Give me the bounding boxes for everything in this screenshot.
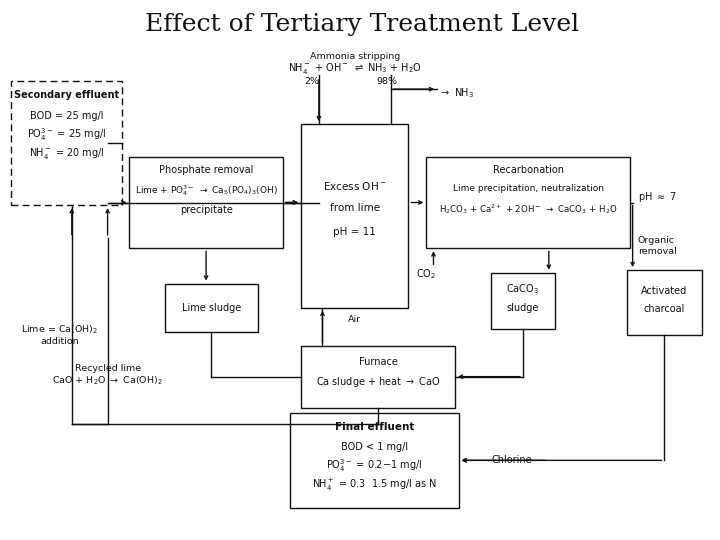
Text: Final effluent: Final effluent bbox=[335, 422, 414, 431]
Bar bbox=[129, 157, 283, 248]
Text: sludge: sludge bbox=[507, 303, 539, 313]
Text: from lime: from lime bbox=[330, 203, 379, 213]
Text: 98%: 98% bbox=[377, 77, 397, 85]
Text: Secondary effluent: Secondary effluent bbox=[14, 90, 119, 99]
Bar bbox=[290, 413, 459, 508]
Text: Lime + PO$_4^{3-}$ $\rightarrow$ Ca$_5$(PO$_4$)$_3$(OH): Lime + PO$_4^{3-}$ $\rightarrow$ Ca$_5$(… bbox=[135, 183, 277, 198]
Text: Effect of Tertiary Treatment Level: Effect of Tertiary Treatment Level bbox=[145, 14, 579, 37]
Text: Air: Air bbox=[348, 315, 361, 324]
Text: Lime = Ca(OH)$_2$: Lime = Ca(OH)$_2$ bbox=[21, 323, 98, 336]
Text: addition: addition bbox=[40, 338, 79, 346]
Text: pH = 11: pH = 11 bbox=[333, 227, 376, 237]
Bar bbox=[627, 270, 702, 335]
Text: Furnace: Furnace bbox=[359, 357, 397, 367]
Text: PO$_4^{3-}$ = 0.2$-$1 mg/l: PO$_4^{3-}$ = 0.2$-$1 mg/l bbox=[326, 457, 423, 475]
Text: PO$_4^{3-}$ = 25 mg/l: PO$_4^{3-}$ = 25 mg/l bbox=[27, 126, 106, 144]
Bar bbox=[426, 157, 631, 248]
Bar bbox=[301, 346, 455, 408]
Text: Activated: Activated bbox=[642, 286, 688, 295]
Text: Excess OH$^-$: Excess OH$^-$ bbox=[323, 180, 387, 192]
Text: H$_2$CO$_3$ + Ca$^{2+}$ + 2OH$^-$ $\rightarrow$ CaCO$_3$ + H$_2$O: H$_2$CO$_3$ + Ca$^{2+}$ + 2OH$^-$ $\righ… bbox=[439, 202, 618, 216]
Text: $\rightarrow$ NH$_3$: $\rightarrow$ NH$_3$ bbox=[438, 86, 474, 100]
Text: Organic: Organic bbox=[638, 237, 675, 245]
Bar bbox=[11, 81, 122, 205]
Text: 2%: 2% bbox=[305, 77, 319, 85]
Text: Phosphate removal: Phosphate removal bbox=[159, 165, 253, 175]
Text: NH$_4^+$ = 0.3  1.5 mg/l as N: NH$_4^+$ = 0.3 1.5 mg/l as N bbox=[312, 477, 437, 493]
Text: Recarbonation: Recarbonation bbox=[493, 165, 564, 175]
Text: Lime sludge: Lime sludge bbox=[182, 303, 241, 313]
Bar bbox=[301, 124, 408, 308]
Text: Chlorine: Chlorine bbox=[492, 455, 533, 465]
Text: Lime precipitation, neutralization: Lime precipitation, neutralization bbox=[453, 185, 604, 193]
Text: Ammonia stripping: Ammonia stripping bbox=[310, 52, 400, 61]
Text: CaO + H$_2$O $\rightarrow$ Ca(OH)$_2$: CaO + H$_2$O $\rightarrow$ Ca(OH)$_2$ bbox=[52, 374, 163, 387]
Text: removal: removal bbox=[638, 247, 676, 256]
Text: Recycled lime: Recycled lime bbox=[75, 364, 140, 373]
Text: Ca sludge + heat $\rightarrow$ CaO: Ca sludge + heat $\rightarrow$ CaO bbox=[315, 375, 441, 389]
Text: precipitate: precipitate bbox=[180, 205, 233, 214]
Text: BOD < 1 mg/l: BOD < 1 mg/l bbox=[341, 442, 408, 452]
Bar bbox=[491, 273, 555, 329]
Text: charcoal: charcoal bbox=[644, 305, 685, 314]
Text: CaCO$_3$: CaCO$_3$ bbox=[506, 282, 539, 296]
Text: NH$_4^-$ = 20 mg/l: NH$_4^-$ = 20 mg/l bbox=[29, 146, 104, 161]
Bar bbox=[165, 284, 258, 332]
Text: NH$_4^-$ + OH$^-$ $\rightleftharpoons$ NH$_3$ + H$_2$O: NH$_4^-$ + OH$^-$ $\rightleftharpoons$ N… bbox=[288, 61, 422, 76]
Text: BOD = 25 mg/l: BOD = 25 mg/l bbox=[30, 111, 103, 121]
Text: pH $\approx$ 7: pH $\approx$ 7 bbox=[638, 190, 677, 204]
Text: CO$_2$: CO$_2$ bbox=[416, 267, 436, 281]
